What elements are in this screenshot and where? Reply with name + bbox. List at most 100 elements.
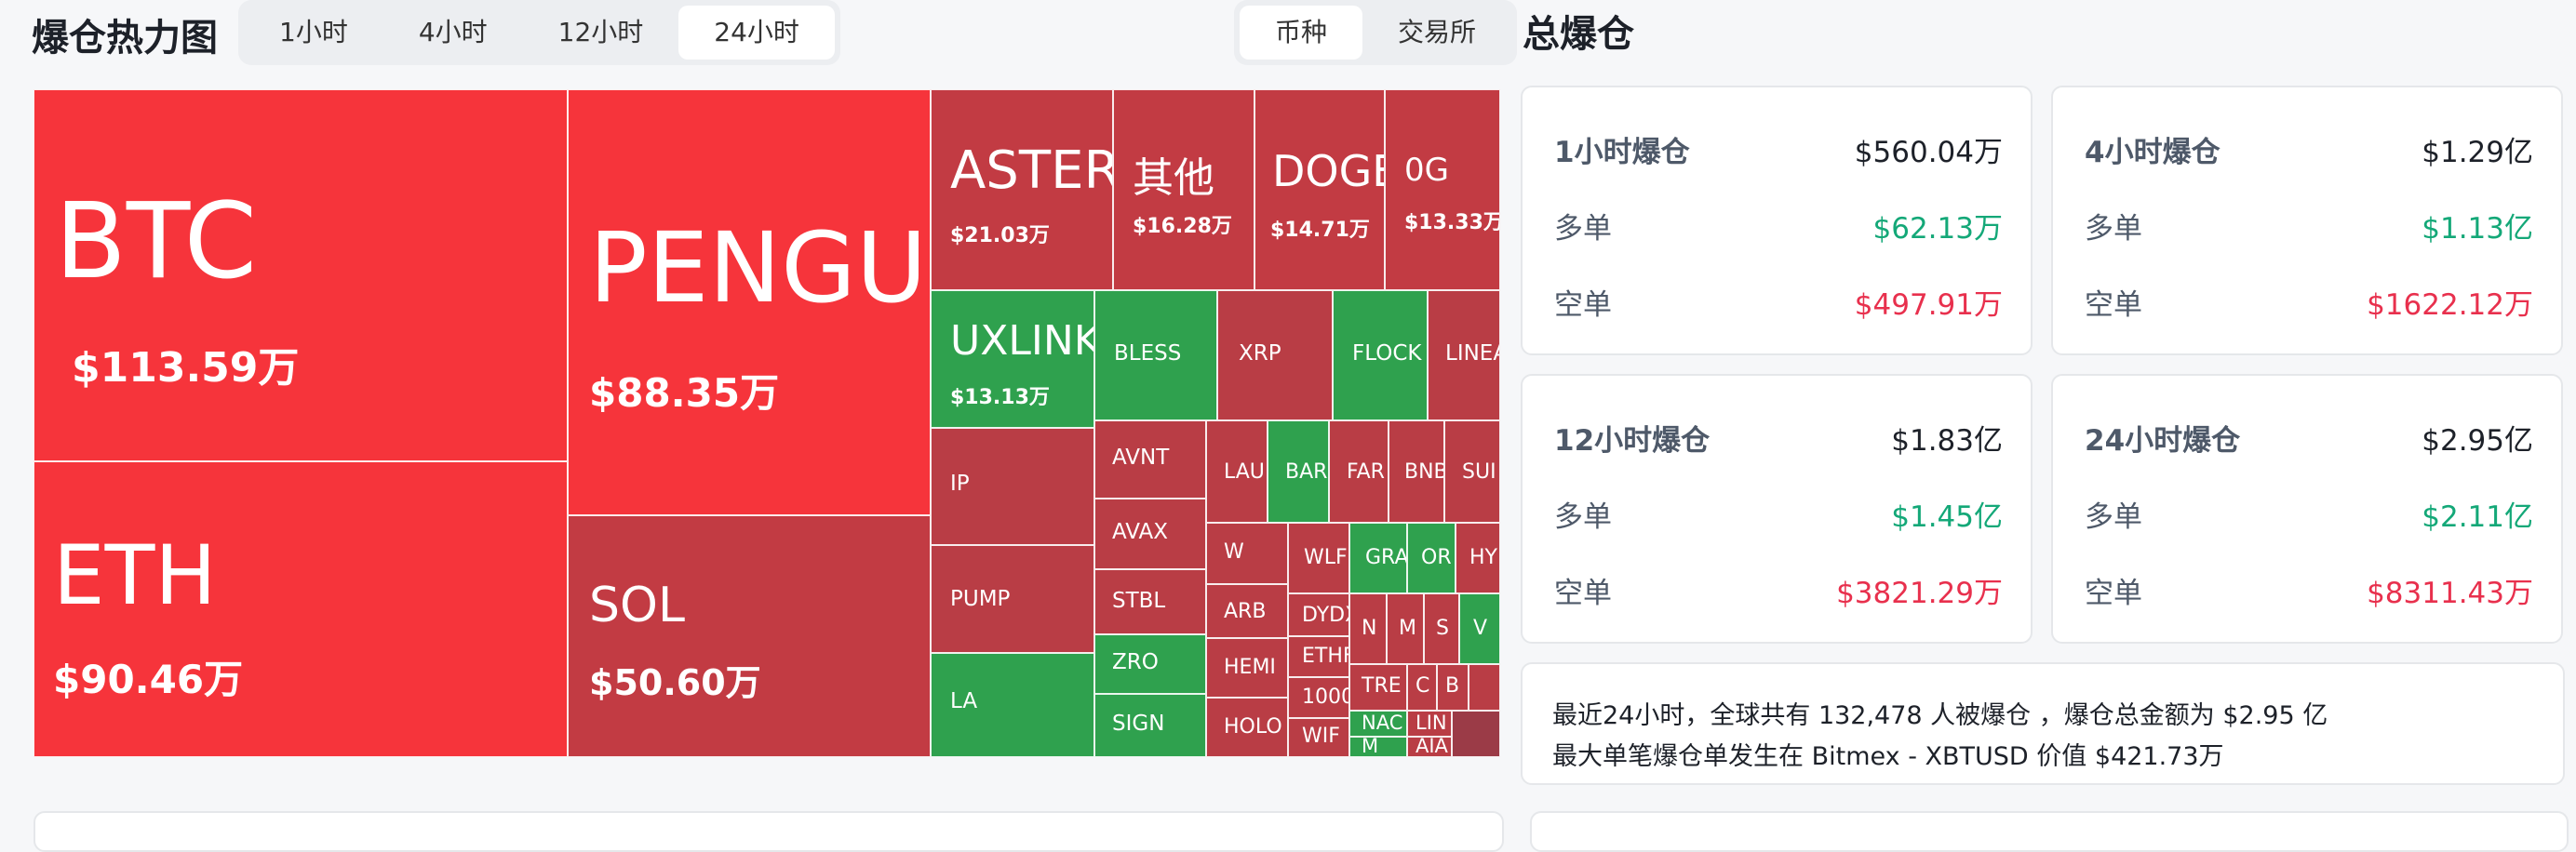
long-label: 多单 (2085, 212, 2142, 246)
liquidation-heatmap: BTC $113.59万 ETH $90.46万 PENGU $88.35万 S… (34, 89, 1500, 757)
heatmap-cell-n[interactable]: N (1349, 593, 1387, 664)
heatmap-cell-nac[interactable]: NAC (1349, 711, 1407, 737)
tab-coin[interactable]: 币种 (1240, 6, 1363, 60)
cell-symbol: HEMI (1224, 656, 1276, 679)
heatmap-cell-bnb[interactable]: BNB (1389, 420, 1444, 523)
heatmap-cell-lin[interactable]: LIN (1407, 711, 1452, 737)
cell-symbol: WIF (1302, 725, 1340, 748)
cell-symbol: V (1473, 617, 1488, 640)
heatmap-cell-holo[interactable]: HOLO (1206, 698, 1288, 757)
tab-1h[interactable]: 1小时 (279, 17, 348, 47)
heatmap-cell-uxlink[interactable]: UXLINK $13.13万 (931, 290, 1094, 428)
heatmap-cell-wlf[interactable]: WLF (1288, 523, 1349, 593)
cell-symbol: SUI (1462, 460, 1496, 484)
heatmap-cell-arb[interactable]: ARB (1206, 584, 1288, 638)
heatmap-cell-btc[interactable]: BTC $113.59万 (34, 89, 568, 461)
heatmap-cell-tre[interactable]: TRE (1349, 664, 1407, 711)
long-value: $1.13亿 (2422, 212, 2533, 246)
heatmap-cell-aia[interactable]: AIA (1407, 737, 1452, 757)
heatmap-cell-m[interactable]: M (1387, 593, 1424, 664)
cell-symbol: W (1224, 540, 1244, 564)
summary-card-12h: 12小时爆仓 $1.83亿 多单 $1.45亿 空单 $3821.29万 (1521, 374, 2033, 644)
tab-exchange[interactable]: 交易所 (1398, 17, 1477, 47)
heatmap-cell-m2[interactable]: M (1349, 737, 1407, 757)
heatmap-cell-gra[interactable]: GRA (1349, 523, 1407, 593)
tab-4h[interactable]: 4小时 (418, 17, 488, 47)
heatmap-cell-other[interactable]: 其他 $16.28万 (1113, 89, 1254, 290)
cell-symbol: SOL (589, 578, 685, 633)
heatmap-cell-ip[interactable]: IP (931, 428, 1094, 545)
heatmap-cell-c[interactable]: C (1407, 664, 1437, 711)
tab-12h[interactable]: 12小时 (557, 17, 644, 47)
heatmap-cell-aster[interactable]: ASTER $21.03万 (931, 89, 1113, 290)
heatmap-cell-lau[interactable]: LAU (1206, 420, 1268, 523)
cell-symbol: TRE (1362, 674, 1402, 698)
lower-panel-left (34, 811, 1504, 852)
card-total: $560.04万 (1854, 136, 2003, 169)
heatmap-cell-w[interactable]: W (1206, 523, 1288, 584)
cell-amount: $14.71万 (1270, 219, 1370, 242)
info-line-2: 最大单笔爆仓单发生在 Bitmex - XBTUSD 价值 $421.73万 (1552, 742, 2224, 771)
heatmap-cell-misc-b[interactable] (1452, 711, 1500, 757)
cell-symbol: BTC (55, 181, 257, 302)
heatmap-cell-b[interactable]: B (1437, 664, 1469, 711)
heatmap-cell-linea[interactable]: LINEA (1428, 290, 1500, 420)
card-total: $2.95亿 (2422, 424, 2533, 458)
cell-symbol: BNB (1404, 460, 1444, 484)
heatmap-title: 爆仓热力图 (32, 17, 218, 60)
cell-symbol: BAR (1285, 460, 1328, 484)
heatmap-cell-sol[interactable]: SOL $50.60万 (568, 515, 931, 757)
heatmap-cell-hemi[interactable]: HEMI (1206, 638, 1288, 698)
heatmap-cell-doge[interactable]: DOGE $14.71万 (1254, 89, 1385, 290)
cell-amount: $21.03万 (950, 224, 1050, 247)
cell-symbol: 1000 (1302, 686, 1349, 709)
heatmap-cell-hy[interactable]: HY (1456, 523, 1500, 593)
heatmap-cell-stbl[interactable]: STBL (1094, 569, 1206, 634)
heatmap-cell-xrp[interactable]: XRP (1217, 290, 1333, 420)
heatmap-cell-1000[interactable]: 1000 (1288, 677, 1349, 718)
summary-card-4h: 4小时爆仓 $1.29亿 多单 $1.13亿 空单 $1622.12万 (2051, 86, 2563, 355)
heatmap-cell-wif[interactable]: WIF (1288, 718, 1349, 757)
lower-panel-right (1530, 811, 2569, 852)
heatmap-cell-bless[interactable]: BLESS (1094, 290, 1217, 420)
heatmap-cell-0g[interactable]: 0G $13.33万 (1385, 89, 1500, 290)
heatmap-cell-eth[interactable]: ETH $90.46万 (34, 461, 568, 757)
cell-symbol: N (1362, 617, 1377, 640)
cell-symbol: ZRO (1112, 650, 1159, 674)
cell-symbol: HY (1469, 546, 1497, 569)
heatmap-cell-misc-a[interactable] (1469, 664, 1500, 711)
heatmap-cell-flock[interactable]: FLOCK (1333, 290, 1428, 420)
heatmap-cell-la[interactable]: LA (931, 653, 1094, 757)
heatmap-cell-or[interactable]: OR (1407, 523, 1456, 593)
cell-symbol: ASTER (950, 140, 1113, 201)
cell-symbol: FAR (1347, 460, 1385, 484)
heatmap-cell-ethfi[interactable]: ETHF (1288, 636, 1349, 677)
cell-symbol: HOLO (1224, 715, 1282, 739)
heatmap-cell-v[interactable]: V (1459, 593, 1500, 664)
cell-symbol: ARB (1224, 600, 1267, 623)
heatmap-cell-bar[interactable]: BAR (1268, 420, 1329, 523)
tab-24h[interactable]: 24小时 (678, 6, 835, 60)
cell-symbol: NAC (1362, 712, 1403, 734)
heatmap-cell-sui[interactable]: SUI (1444, 420, 1500, 523)
cell-symbol: PUMP (950, 587, 1011, 611)
heatmap-cell-s[interactable]: S (1424, 593, 1459, 664)
cell-symbol: AVAX (1112, 520, 1169, 544)
heatmap-cell-avax[interactable]: AVAX (1094, 499, 1206, 569)
heatmap-cell-pump[interactable]: PUMP (931, 545, 1094, 653)
heatmap-cell-avnt[interactable]: AVNT (1094, 420, 1206, 499)
short-value: $1622.12万 (2367, 288, 2533, 322)
heatmap-cell-pengu[interactable]: PENGU $88.35万 (568, 89, 931, 515)
cell-symbol: STBL (1112, 589, 1166, 613)
heatmap-cell-zro[interactable]: ZRO (1094, 634, 1206, 694)
cell-symbol: LINEA (1445, 341, 1499, 366)
card-total: $1.83亿 (1891, 424, 2003, 458)
cell-symbol: XRP (1239, 341, 1281, 366)
heatmap-cell-far[interactable]: FAR (1329, 420, 1389, 523)
cell-symbol: GRA (1365, 546, 1407, 569)
summary-title: 总爆仓 (1523, 13, 1634, 56)
liquidation-summary-info: 最近24小时，全球共有 132,478 人被爆仓 ，爆仓总金额为 $2.95 亿… (1521, 662, 2565, 785)
heatmap-cell-dydx[interactable]: DYDX (1288, 593, 1349, 636)
heatmap-cell-sign[interactable]: SIGN (1094, 694, 1206, 757)
cell-symbol: SIGN (1112, 712, 1165, 736)
